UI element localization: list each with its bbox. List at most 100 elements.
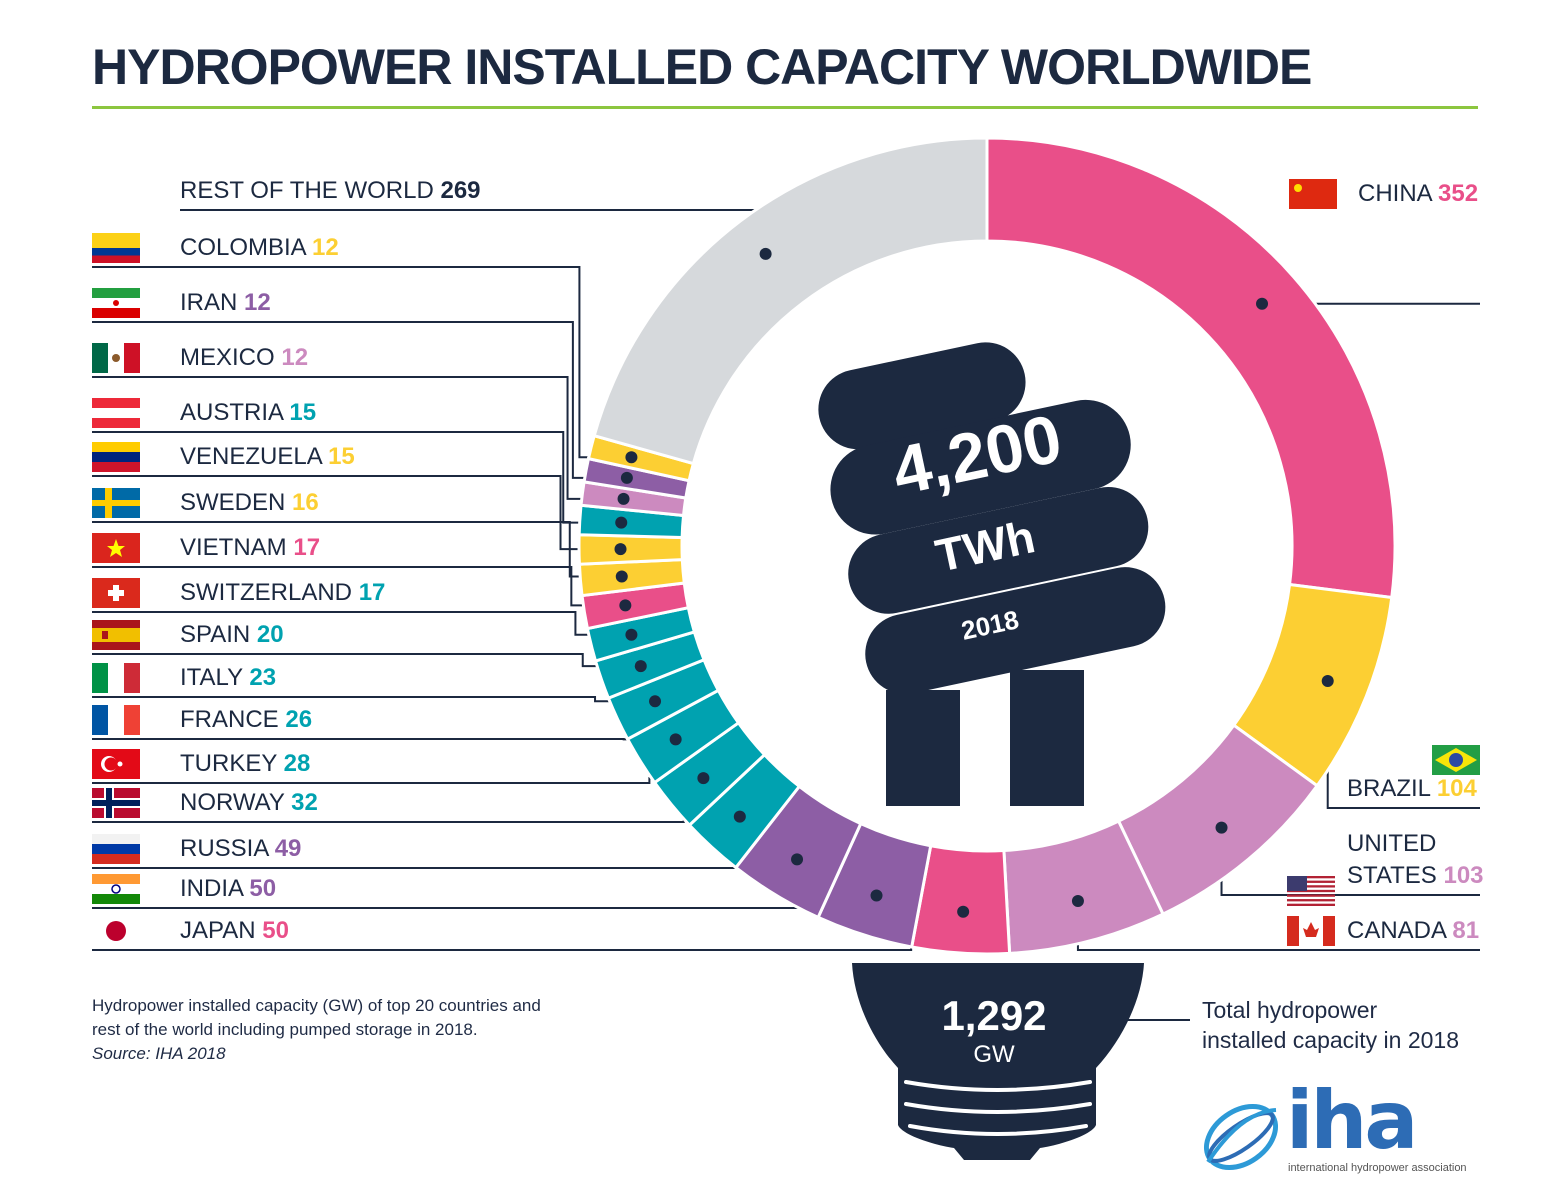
dot-vietnam <box>619 599 632 612</box>
vietnam-flag-icon <box>92 533 140 563</box>
lamp-coil <box>818 342 1166 694</box>
switzerland-flag-icon <box>92 578 140 608</box>
leader-spain <box>92 653 641 668</box>
label-value: 352 <box>1438 180 1478 207</box>
venezuela-flag-icon <box>92 442 140 472</box>
label-value: 12 <box>244 289 271 316</box>
label-india: INDIA 50 <box>180 875 276 902</box>
logo-subtitle: international hydropower association <box>1288 1162 1467 1174</box>
slice-china <box>985 136 1397 600</box>
india-flag-icon <box>92 874 140 904</box>
label-value: 23 <box>249 664 276 691</box>
dot-venezuela <box>614 543 627 556</box>
colombia-flag-icon <box>92 233 140 263</box>
usa-flag-icon <box>1287 876 1335 906</box>
label-venezuela: VENEZUELA 15 <box>180 443 355 470</box>
austria-flag-icon <box>92 398 140 428</box>
dot-turkey <box>697 772 710 785</box>
italy-flag-icon <box>92 663 140 693</box>
label-name: INDIA <box>180 875 249 902</box>
footnote: Hydropower installed capacity (GW) of to… <box>92 994 541 1066</box>
label-iran: IRAN 12 <box>180 289 271 316</box>
japan-flag-icon <box>106 921 126 941</box>
label-name: AUSTRIA <box>180 399 289 426</box>
china-flag-icon <box>1289 179 1337 209</box>
coil-bar-4 <box>865 567 1166 694</box>
iran-flag-icon <box>92 288 140 318</box>
label-japan: JAPAN 50 <box>180 917 289 944</box>
dot-switzerland <box>625 628 638 641</box>
label-name: MEXICO <box>180 344 281 371</box>
label-name: JAPAN <box>180 917 262 944</box>
turkey-flag-icon <box>92 749 140 779</box>
label-value: 104 <box>1437 775 1478 802</box>
coil-bar-3 <box>848 486 1149 614</box>
label-switzerland: SWITZERLAND 17 <box>180 579 385 606</box>
label-line-2: STATES <box>1347 862 1443 889</box>
logo-wordmark: iha <box>1286 1074 1418 1167</box>
label-name: VIETNAM <box>180 534 293 561</box>
leader-austria <box>92 431 622 524</box>
label-value: 50 <box>262 917 289 944</box>
label-value: 49 <box>275 835 302 862</box>
dot-rest-of-the-world <box>759 247 772 260</box>
label-name: RUSSIA <box>180 835 275 862</box>
leader-sweden <box>92 521 622 578</box>
dot-norway <box>733 810 746 823</box>
brazil-flag-icon <box>1432 745 1480 775</box>
total-caption-line-1: Total hydropower <box>1202 997 1378 1023</box>
coil-bar-2 <box>830 399 1131 535</box>
label-brazil: BRAZIL 104 <box>1347 775 1478 802</box>
sweden-flag-icon <box>92 488 140 518</box>
label-sweden: SWEDEN 16 <box>180 489 319 516</box>
leader-italy <box>92 696 656 703</box>
slice-rest-of-the-world <box>592 136 989 466</box>
spain-flag-icon <box>92 620 140 650</box>
dot-colombia <box>625 451 638 464</box>
label-value: 28 <box>284 750 311 777</box>
label-name: CANADA <box>1347 917 1452 944</box>
label-vietnam: VIETNAM 17 <box>180 534 320 561</box>
leader-iran <box>92 321 627 479</box>
label-spain: SPAIN 20 <box>180 621 284 648</box>
leader-mexico <box>92 376 624 500</box>
bulb-base-shape <box>852 963 1144 1160</box>
dot-italy <box>649 695 662 708</box>
total-unit: GW <box>973 1041 1015 1068</box>
leader-switzerland <box>92 611 632 636</box>
dot-canada <box>1071 895 1084 908</box>
leader-venezuela <box>92 475 621 551</box>
leader-turkey <box>92 777 704 784</box>
dot-france <box>669 733 682 746</box>
label-name: ITALY <box>180 664 249 691</box>
label-name: BRAZIL <box>1347 775 1437 802</box>
total-caption-line-2: installed capacity in 2018 <box>1202 1027 1459 1053</box>
flags <box>92 179 1480 946</box>
label-mexico: MEXICO 12 <box>180 344 308 371</box>
dot-japan <box>957 905 970 918</box>
iha-logo: iha international hydropower association <box>1196 1074 1496 1182</box>
label-name: SWITZERLAND <box>180 579 359 606</box>
label-canada: CANADA 81 <box>1347 917 1479 944</box>
label-line-1: UNITED <box>1347 830 1436 857</box>
slice-venezuela <box>577 533 684 566</box>
label-rest-of-the-world: REST OF THE WORLD 269 <box>180 177 481 204</box>
label-turkey: TURKEY 28 <box>180 750 310 777</box>
label-name: TURKEY <box>180 750 284 777</box>
slice-labels: CHINA 352 BRAZIL 104 UNITED STATES 103 CANAD… <box>180 177 1484 944</box>
dot-india <box>870 889 883 902</box>
label-china: CHINA 352 <box>1358 180 1478 207</box>
label-name: REST OF THE WORLD <box>180 177 440 204</box>
label-name: CHINA <box>1358 180 1438 207</box>
label-name: COLOMBIA <box>180 234 312 261</box>
dot-mexico <box>617 492 630 505</box>
label-colombia: COLOMBIA 12 <box>180 234 339 261</box>
russia-flag-icon <box>92 834 140 864</box>
total-caption: Total hydropower installed capacity in 2… <box>1202 995 1459 1055</box>
dot-united-states <box>1215 821 1228 834</box>
title-underline <box>92 106 1478 109</box>
dot-austria <box>615 516 628 529</box>
bulb-thread-lines <box>904 1080 1092 1136</box>
label-name: VENEZUELA <box>180 443 328 470</box>
label-name: FRANCE <box>180 706 285 733</box>
